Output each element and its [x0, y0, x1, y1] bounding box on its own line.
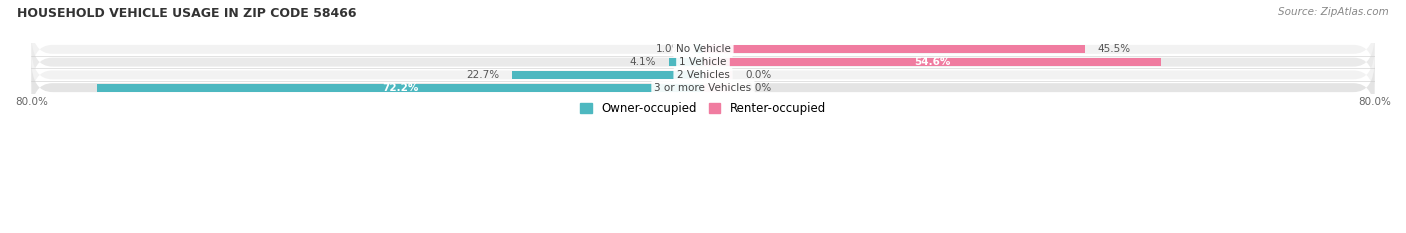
FancyBboxPatch shape: [31, 48, 1375, 102]
Legend: Owner-occupied, Renter-occupied: Owner-occupied, Renter-occupied: [575, 97, 831, 120]
Bar: [695, 45, 703, 53]
Text: No Vehicle: No Vehicle: [675, 44, 731, 54]
Bar: [703, 71, 733, 79]
Bar: [703, 58, 1161, 66]
Text: HOUSEHOLD VEHICLE USAGE IN ZIP CODE 58466: HOUSEHOLD VEHICLE USAGE IN ZIP CODE 5846…: [17, 7, 356, 20]
Text: 72.2%: 72.2%: [382, 83, 418, 93]
Bar: [97, 84, 703, 92]
Bar: [703, 45, 1085, 53]
Text: 1 Vehicle: 1 Vehicle: [679, 57, 727, 67]
Text: 54.6%: 54.6%: [914, 57, 950, 67]
Text: 22.7%: 22.7%: [467, 70, 501, 80]
Text: 45.5%: 45.5%: [1098, 44, 1130, 54]
FancyBboxPatch shape: [31, 22, 1375, 77]
Text: 3 or more Vehicles: 3 or more Vehicles: [654, 83, 752, 93]
Bar: [703, 84, 733, 92]
Text: 0.0%: 0.0%: [745, 70, 772, 80]
Bar: [512, 71, 703, 79]
FancyBboxPatch shape: [31, 60, 1375, 115]
Text: 1.0%: 1.0%: [655, 44, 682, 54]
Text: Source: ZipAtlas.com: Source: ZipAtlas.com: [1278, 7, 1389, 17]
Text: 4.1%: 4.1%: [630, 57, 657, 67]
FancyBboxPatch shape: [31, 35, 1375, 89]
Text: 0.0%: 0.0%: [745, 83, 772, 93]
Text: 2 Vehicles: 2 Vehicles: [676, 70, 730, 80]
Bar: [669, 58, 703, 66]
